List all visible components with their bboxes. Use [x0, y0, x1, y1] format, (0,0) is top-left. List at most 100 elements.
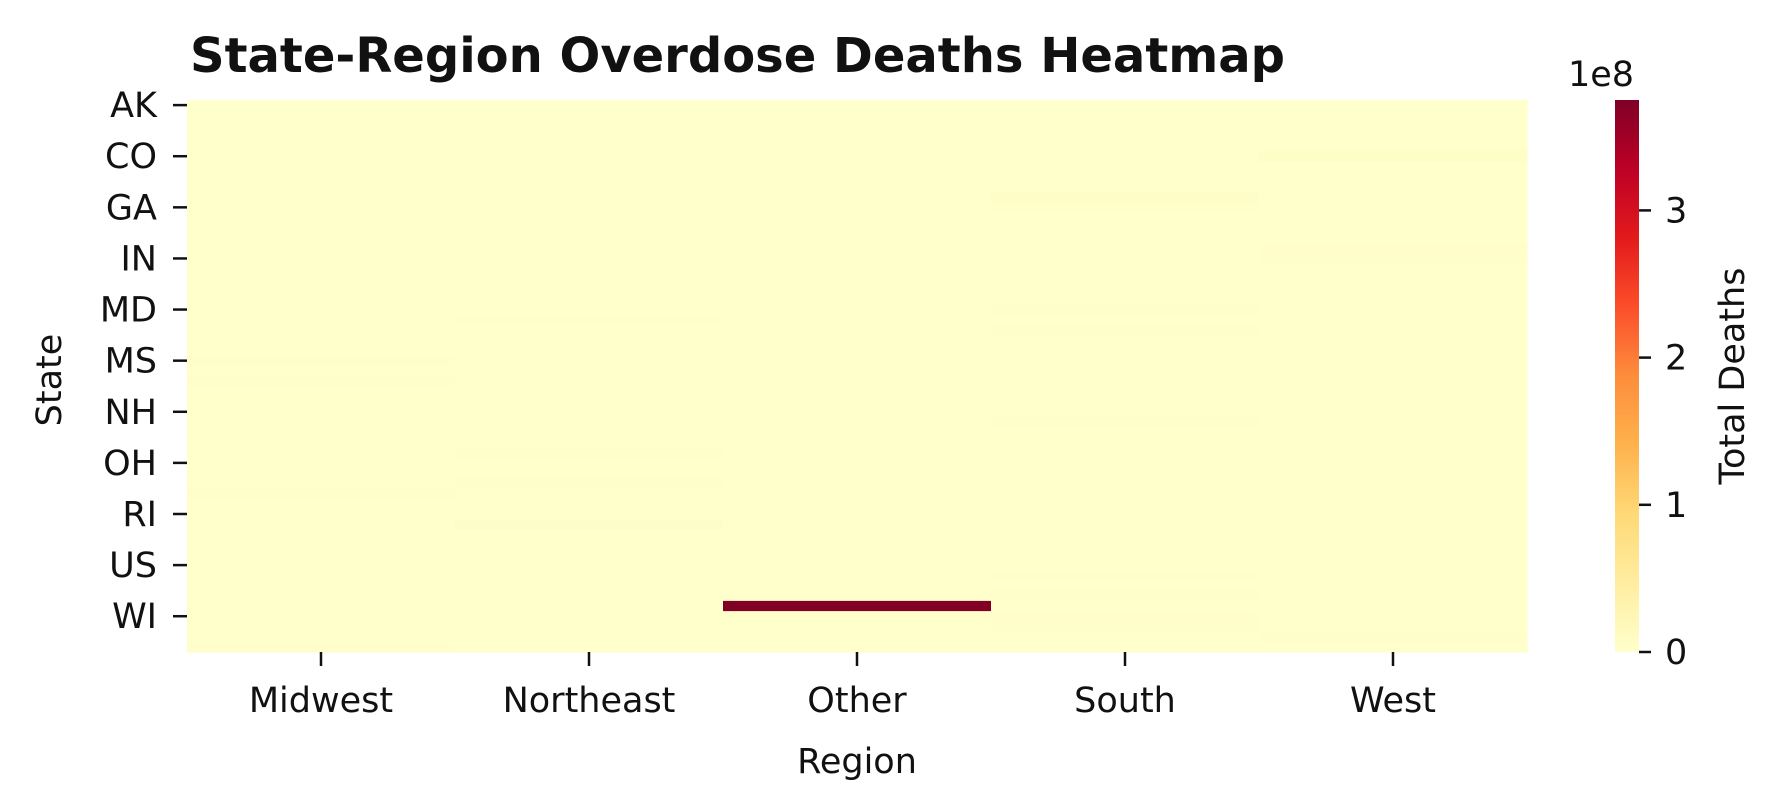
heatmap-cell: [455, 611, 724, 622]
heatmap-cell: [187, 488, 456, 500]
heatmap-cell: [1259, 427, 1528, 438]
heatmap-cell: [187, 549, 456, 561]
heatmap-cell: [991, 110, 1260, 122]
heatmap-cell: [723, 406, 992, 418]
heatmap-cell: [723, 427, 992, 438]
heatmap-cell: [991, 590, 1260, 602]
x-tick-label: South: [1074, 681, 1176, 721]
heatmap-cell: [187, 263, 456, 275]
heatmap-cell: [1259, 539, 1528, 551]
heatmap-cell: [187, 202, 456, 214]
heatmap-cell: [455, 273, 724, 285]
heatmap-cell: [1259, 468, 1528, 479]
heatmap-cell: [1259, 284, 1528, 295]
heatmap-cell: [455, 243, 724, 254]
heatmap-cell: [991, 427, 1260, 438]
heatmap-cell: [1259, 365, 1528, 377]
heatmap-cell: [1259, 161, 1528, 173]
heatmap-cell: [991, 273, 1260, 285]
heatmap-cell: [187, 110, 456, 122]
heatmap-cell: [187, 243, 456, 254]
heatmap-cell: [1259, 580, 1528, 592]
heatmap-cell: [991, 192, 1260, 203]
heatmap-cell: [455, 161, 724, 173]
heatmap-cell: [723, 151, 992, 162]
heatmap-cell: [455, 345, 724, 357]
heatmap-cell: [187, 100, 456, 111]
heatmap-cell: [455, 641, 724, 653]
heatmap-cells: [187, 100, 1528, 653]
heatmap-cell: [187, 314, 456, 326]
heatmap-cell: [455, 212, 724, 224]
heatmap-cell: [991, 222, 1260, 234]
heatmap-cell: [723, 304, 992, 316]
heatmap-cell: [455, 416, 724, 428]
heatmap-cell: [455, 519, 724, 530]
heatmap-cell: [455, 294, 724, 306]
heatmap-cell: [187, 232, 456, 244]
heatmap-cell: [1259, 621, 1528, 633]
heatmap-cell: [991, 488, 1260, 500]
y-tick-label: MD: [100, 291, 157, 331]
heatmap-cell: [455, 284, 724, 295]
heatmap-cell: [187, 212, 456, 224]
heatmap-cell: [991, 324, 1260, 336]
heatmap-cell: [1259, 171, 1528, 183]
heatmap-cell: [187, 611, 456, 622]
heatmap-cell: [455, 120, 724, 132]
heatmap-cell: [455, 590, 724, 602]
heatmap-cell: [723, 294, 992, 306]
heatmap-cell: [1259, 181, 1528, 193]
heatmap-cell: [187, 181, 456, 193]
heatmap-cell: [1259, 151, 1528, 162]
heatmap-cell: [187, 335, 456, 346]
heatmap-cell: [187, 519, 456, 530]
heatmap-cell: [455, 631, 724, 643]
heatmap-cell: [991, 151, 1260, 162]
heatmap-cell: [1259, 570, 1528, 582]
heatmap-cell: [187, 468, 456, 479]
heatmap-cell: [723, 335, 992, 346]
colorbar-tick-label: 2: [1665, 339, 1687, 379]
heatmap-cell: [1259, 447, 1528, 459]
heatmap-cell: [723, 590, 992, 602]
heatmap-cell: [455, 478, 724, 490]
heatmap-cell: [455, 355, 724, 367]
heatmap-cell: [187, 570, 456, 582]
heatmap-cell: [455, 130, 724, 142]
heatmap-cell: [455, 529, 724, 541]
heatmap-cell: [723, 549, 992, 561]
heatmap-cell: [723, 222, 992, 234]
heatmap-cell: [187, 529, 456, 541]
heatmap-cell: [723, 539, 992, 551]
heatmap-cell: [455, 560, 724, 571]
heatmap-cell: [723, 263, 992, 275]
heatmap-cell: [723, 468, 992, 479]
heatmap-cell: [455, 621, 724, 633]
heatmap-cell: [187, 621, 456, 633]
heatmap-cell: [991, 600, 1260, 612]
heatmap-cell: [455, 406, 724, 418]
heatmap-cell: [187, 324, 456, 336]
colorbar-tick-label: 0: [1665, 633, 1687, 673]
heatmap-cell: [991, 294, 1260, 306]
heatmap-cell: [723, 243, 992, 254]
heatmap-cell: [991, 130, 1260, 142]
heatmap-cell: [455, 100, 724, 111]
colorbar: [1615, 100, 1639, 652]
heatmap-cell: [723, 416, 992, 428]
heatmap-cell: [991, 161, 1260, 173]
heatmap-cell: [1259, 263, 1528, 275]
heatmap-cell: [723, 253, 992, 265]
heatmap-cell: [455, 468, 724, 479]
heatmap-cell: [1259, 519, 1528, 530]
heatmap-cell: [1259, 457, 1528, 469]
heatmap-cell: [455, 508, 724, 520]
x-tick-label: Other: [807, 681, 907, 721]
heatmap-cell: [723, 560, 992, 571]
heatmap-cell: [187, 130, 456, 142]
heatmap-cell: [187, 355, 456, 367]
heatmap-cell: [991, 631, 1260, 643]
heatmap-cell: [991, 468, 1260, 479]
heatmap-cell: [723, 130, 992, 142]
